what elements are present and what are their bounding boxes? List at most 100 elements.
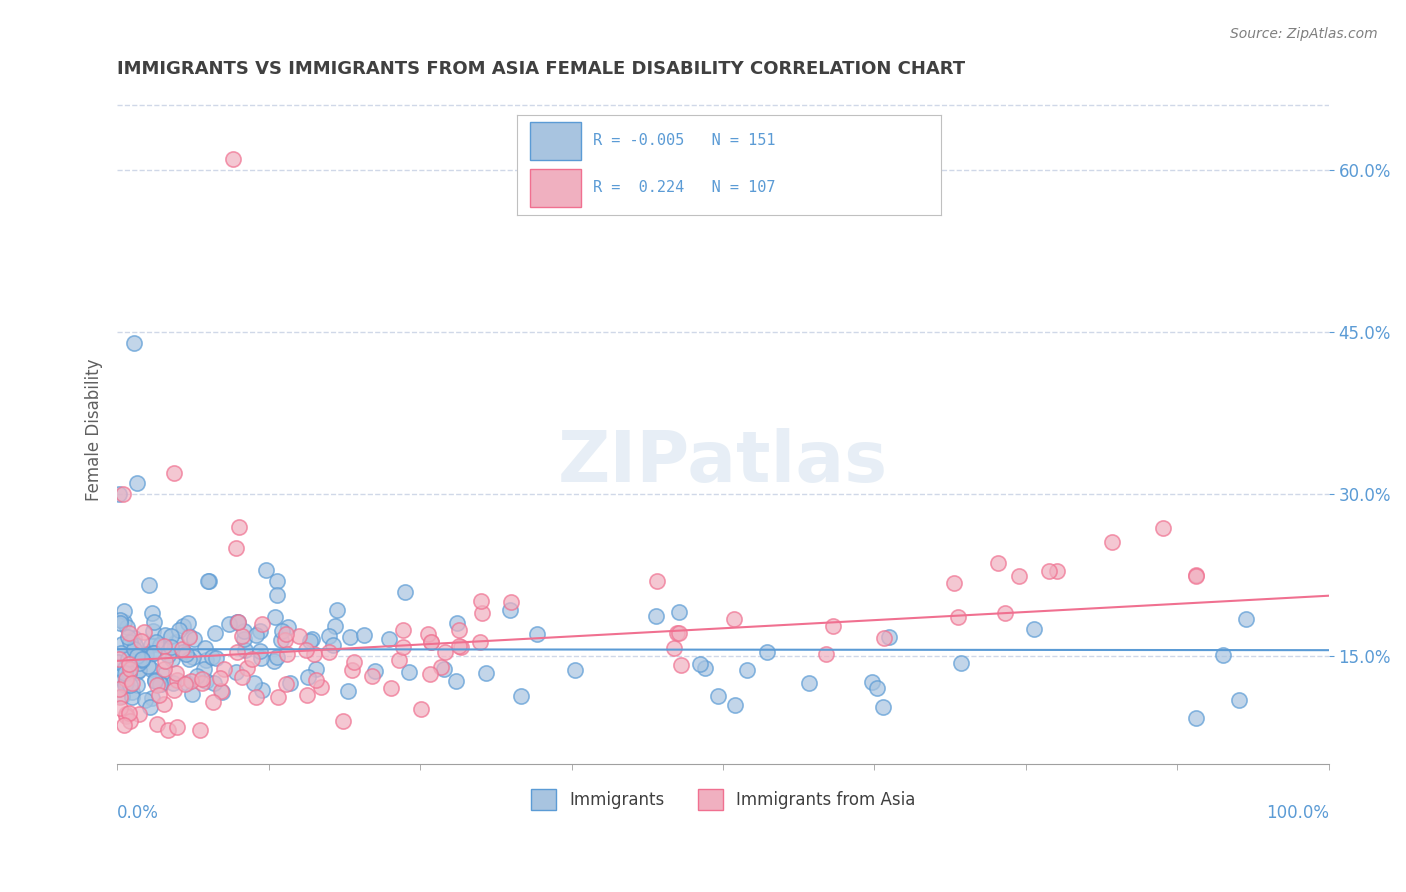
Point (418, 627, 440, 641)
Point (1227, 692, 1250, 706)
Point (267, 690, 290, 704)
Point (305, 673, 328, 687)
Point (125, 665, 148, 680)
Point (120, 662, 142, 676)
Point (287, 629, 309, 643)
Point (204, 676, 226, 690)
Point (160, 629, 183, 643)
Point (191, 676, 214, 690)
Point (211, 685, 233, 699)
Point (301, 632, 323, 646)
Point (419, 634, 441, 648)
Point (266, 574, 288, 588)
Point (118, 626, 141, 640)
Point (668, 626, 690, 640)
Point (115, 620, 138, 634)
Point (191, 673, 214, 687)
Point (263, 654, 285, 668)
Point (444, 673, 467, 688)
Point (276, 627, 298, 641)
Point (353, 627, 375, 641)
Point (108, 681, 131, 696)
Point (128, 656, 150, 670)
Point (266, 588, 288, 602)
Point (814, 648, 837, 662)
Point (209, 672, 232, 686)
Point (276, 648, 298, 662)
Point (125, 678, 148, 692)
Point (225, 615, 247, 629)
Point (342, 664, 364, 678)
Point (118, 665, 141, 680)
Point (231, 629, 253, 643)
Point (526, 627, 548, 641)
Point (644, 609, 666, 624)
Point (142, 646, 165, 660)
Point (363, 665, 385, 679)
Point (112, 604, 135, 618)
Point (274, 676, 297, 690)
Point (645, 574, 668, 589)
Point (201, 649, 224, 664)
Point (194, 652, 217, 666)
Point (172, 619, 194, 633)
Point (724, 698, 747, 713)
Point (197, 574, 219, 588)
Point (434, 645, 457, 659)
Point (198, 574, 221, 588)
Point (153, 662, 176, 676)
Point (115, 708, 138, 723)
Point (129, 634, 152, 648)
Point (564, 663, 586, 677)
Point (332, 714, 354, 729)
Point (128, 706, 150, 721)
Point (226, 645, 249, 659)
Point (117, 652, 139, 666)
Point (143, 615, 166, 630)
Point (1101, 534, 1123, 549)
Point (114, 666, 136, 681)
Point (380, 681, 402, 695)
Point (111, 689, 134, 703)
Point (233, 643, 256, 657)
Point (245, 628, 267, 642)
Point (322, 638, 344, 652)
Point (177, 616, 200, 631)
Point (156, 723, 179, 738)
Point (228, 519, 250, 533)
Point (398, 665, 420, 679)
Point (949, 657, 972, 671)
Point (318, 629, 340, 643)
Point (226, 615, 249, 629)
Point (987, 556, 1010, 570)
Point (429, 660, 451, 674)
Point (188, 723, 211, 738)
Point (447, 640, 470, 654)
Point (118, 678, 141, 692)
Point (132, 625, 155, 640)
Point (124, 638, 146, 652)
Point (668, 605, 690, 619)
Point (378, 632, 401, 647)
Point (122, 632, 145, 646)
Point (111, 637, 134, 651)
Point (249, 624, 271, 639)
Y-axis label: Female Disability: Female Disability (86, 358, 103, 500)
Point (181, 649, 204, 664)
Point (195, 673, 218, 688)
Point (392, 623, 415, 637)
Point (131, 653, 153, 667)
Point (311, 680, 333, 694)
Point (204, 651, 226, 665)
Point (118, 706, 141, 720)
Point (254, 563, 277, 577)
Point (118, 657, 141, 671)
Point (121, 685, 143, 699)
Point (129, 650, 152, 665)
Point (136, 658, 159, 673)
Point (157, 648, 180, 662)
Point (450, 640, 472, 655)
Point (194, 640, 217, 655)
Point (179, 630, 201, 644)
Point (1185, 568, 1208, 582)
